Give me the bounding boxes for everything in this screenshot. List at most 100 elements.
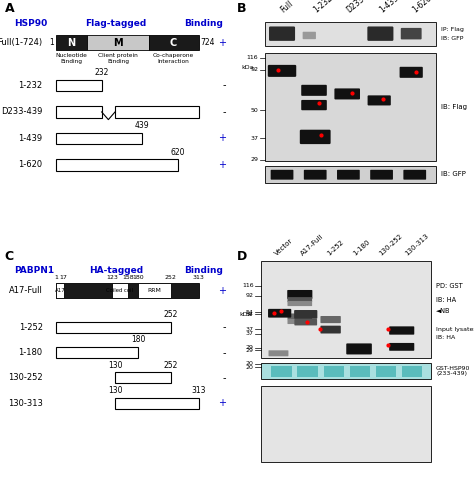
Text: 1-232: 1-232: [18, 81, 43, 90]
Bar: [56, 283, 64, 298]
Text: 1-620: 1-620: [18, 160, 43, 169]
Text: B: B: [237, 2, 246, 16]
FancyBboxPatch shape: [268, 309, 291, 318]
Bar: [115, 372, 171, 384]
Text: Input lysates: Input lysates: [436, 327, 474, 332]
Text: 50: 50: [251, 108, 258, 113]
FancyBboxPatch shape: [301, 85, 327, 96]
Text: A17: A17: [55, 288, 65, 294]
Text: 116: 116: [242, 283, 254, 288]
Text: 724: 724: [201, 38, 215, 47]
Text: M: M: [113, 38, 123, 48]
Text: N: N: [68, 38, 76, 48]
Bar: [56, 159, 178, 171]
FancyBboxPatch shape: [346, 343, 372, 354]
Text: IB: GFP: IB: GFP: [441, 171, 465, 177]
FancyBboxPatch shape: [323, 366, 344, 376]
FancyBboxPatch shape: [304, 170, 327, 180]
FancyBboxPatch shape: [294, 319, 317, 325]
Bar: [261, 363, 431, 379]
Bar: [265, 166, 436, 183]
Text: GST-HSP90: GST-HSP90: [436, 366, 471, 371]
Text: 116: 116: [246, 55, 258, 60]
Text: 313: 313: [191, 386, 206, 395]
Bar: [56, 322, 171, 333]
Text: 313: 313: [192, 275, 204, 280]
FancyBboxPatch shape: [294, 310, 317, 319]
Text: A17-Full: A17-Full: [9, 286, 43, 295]
Text: 620: 620: [171, 147, 185, 157]
Text: 37: 37: [246, 327, 254, 332]
FancyBboxPatch shape: [287, 290, 312, 299]
FancyBboxPatch shape: [287, 314, 312, 319]
Text: +: +: [219, 38, 227, 48]
Bar: [56, 283, 199, 298]
FancyBboxPatch shape: [389, 326, 414, 335]
Text: +: +: [219, 286, 227, 296]
Text: 180: 180: [132, 275, 144, 280]
Text: Client protein
Binding: Client protein Binding: [98, 53, 138, 64]
Text: 17: 17: [60, 275, 68, 280]
Text: 130-252: 130-252: [378, 233, 404, 257]
Bar: [261, 386, 431, 462]
Text: Nucleotide
Binding: Nucleotide Binding: [56, 53, 88, 64]
Text: D233-439: D233-439: [1, 107, 43, 117]
Text: -: -: [223, 347, 227, 358]
Bar: [265, 22, 436, 46]
Text: D233-439: D233-439: [345, 0, 380, 14]
Text: IB: GFP: IB: GFP: [441, 36, 463, 41]
Text: Coiled coil: Coiled coil: [107, 288, 134, 294]
Text: 54: 54: [246, 312, 254, 317]
Text: HSP90: HSP90: [14, 19, 47, 28]
Text: Full: Full: [279, 0, 294, 14]
Text: D: D: [237, 250, 247, 263]
FancyBboxPatch shape: [298, 366, 318, 376]
Text: 37: 37: [250, 136, 258, 141]
Text: 1-180: 1-180: [352, 239, 371, 257]
Text: 158: 158: [122, 275, 134, 280]
Text: 130-313: 130-313: [8, 399, 43, 408]
FancyBboxPatch shape: [301, 100, 327, 110]
Bar: [56, 80, 101, 91]
Text: kDa: kDa: [242, 65, 254, 70]
Text: 1-180: 1-180: [18, 348, 43, 357]
FancyBboxPatch shape: [389, 343, 414, 351]
Text: 232: 232: [94, 69, 109, 77]
Text: -: -: [223, 322, 227, 332]
Text: C: C: [5, 250, 14, 263]
Text: 92: 92: [250, 67, 258, 72]
Text: Vector: Vector: [274, 237, 294, 257]
Text: 1-439: 1-439: [378, 0, 401, 14]
Text: 37: 37: [246, 331, 254, 337]
Text: -: -: [223, 373, 227, 383]
Text: +: +: [219, 160, 227, 170]
Text: RRM: RRM: [147, 288, 161, 294]
Text: 130-252: 130-252: [8, 373, 43, 383]
Text: PABPN1: PABPN1: [14, 266, 54, 275]
Text: 1-252: 1-252: [326, 239, 345, 257]
FancyBboxPatch shape: [401, 28, 422, 39]
Bar: [56, 35, 87, 50]
FancyBboxPatch shape: [287, 297, 312, 302]
Text: (233-439): (233-439): [436, 370, 467, 376]
Text: -: -: [223, 107, 227, 117]
Bar: [112, 283, 128, 298]
Bar: [149, 35, 199, 50]
Text: 29: 29: [246, 347, 254, 353]
Text: IB: Flag: IB: Flag: [441, 104, 467, 110]
FancyBboxPatch shape: [268, 350, 288, 356]
FancyBboxPatch shape: [268, 65, 296, 77]
Text: IP: Flag: IP: Flag: [441, 27, 464, 32]
Text: A: A: [5, 2, 14, 16]
FancyBboxPatch shape: [271, 366, 292, 376]
Bar: [56, 106, 101, 118]
FancyBboxPatch shape: [287, 319, 312, 324]
FancyBboxPatch shape: [368, 96, 391, 105]
FancyBboxPatch shape: [271, 170, 293, 180]
FancyBboxPatch shape: [337, 170, 360, 180]
Bar: [56, 347, 138, 358]
FancyBboxPatch shape: [287, 301, 312, 306]
Text: 29: 29: [246, 345, 254, 350]
FancyBboxPatch shape: [349, 366, 370, 376]
Text: 20: 20: [246, 365, 254, 370]
